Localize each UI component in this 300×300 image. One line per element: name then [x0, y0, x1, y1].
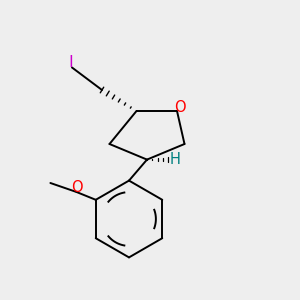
Text: O: O	[71, 180, 83, 195]
Text: H: H	[169, 152, 180, 166]
Text: I: I	[68, 55, 73, 70]
Text: O: O	[174, 100, 186, 116]
